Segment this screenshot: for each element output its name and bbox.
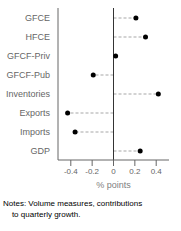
svg-text:GFCF-Priv: GFCF-Priv	[8, 51, 50, 61]
svg-text:-0.2: -0.2	[85, 167, 99, 176]
svg-text:Exports: Exports	[19, 108, 50, 118]
svg-text:0: 0	[111, 167, 116, 176]
svg-text:GFCE: GFCE	[25, 13, 50, 23]
html-text:Notes: Volume measures, contri: Notes: Volume measures, contributions	[3, 199, 143, 208]
html-text:to quarterly growth.: to quarterly growth.	[3, 210, 81, 219]
svg-text:Imports: Imports	[20, 127, 51, 137]
svg-text:0.4: 0.4	[151, 167, 163, 176]
svg-text:0.2: 0.2	[129, 167, 141, 176]
svg-text:-0.4: -0.4	[64, 167, 78, 176]
svg-text:% points: % points	[96, 180, 131, 190]
svg-text:GDP: GDP	[30, 146, 50, 156]
svg-text:Inventories: Inventories	[8, 89, 50, 99]
svg-text:HFCE: HFCE	[26, 32, 51, 42]
svg-text:GFCF-Pub: GFCF-Pub	[8, 70, 50, 80]
